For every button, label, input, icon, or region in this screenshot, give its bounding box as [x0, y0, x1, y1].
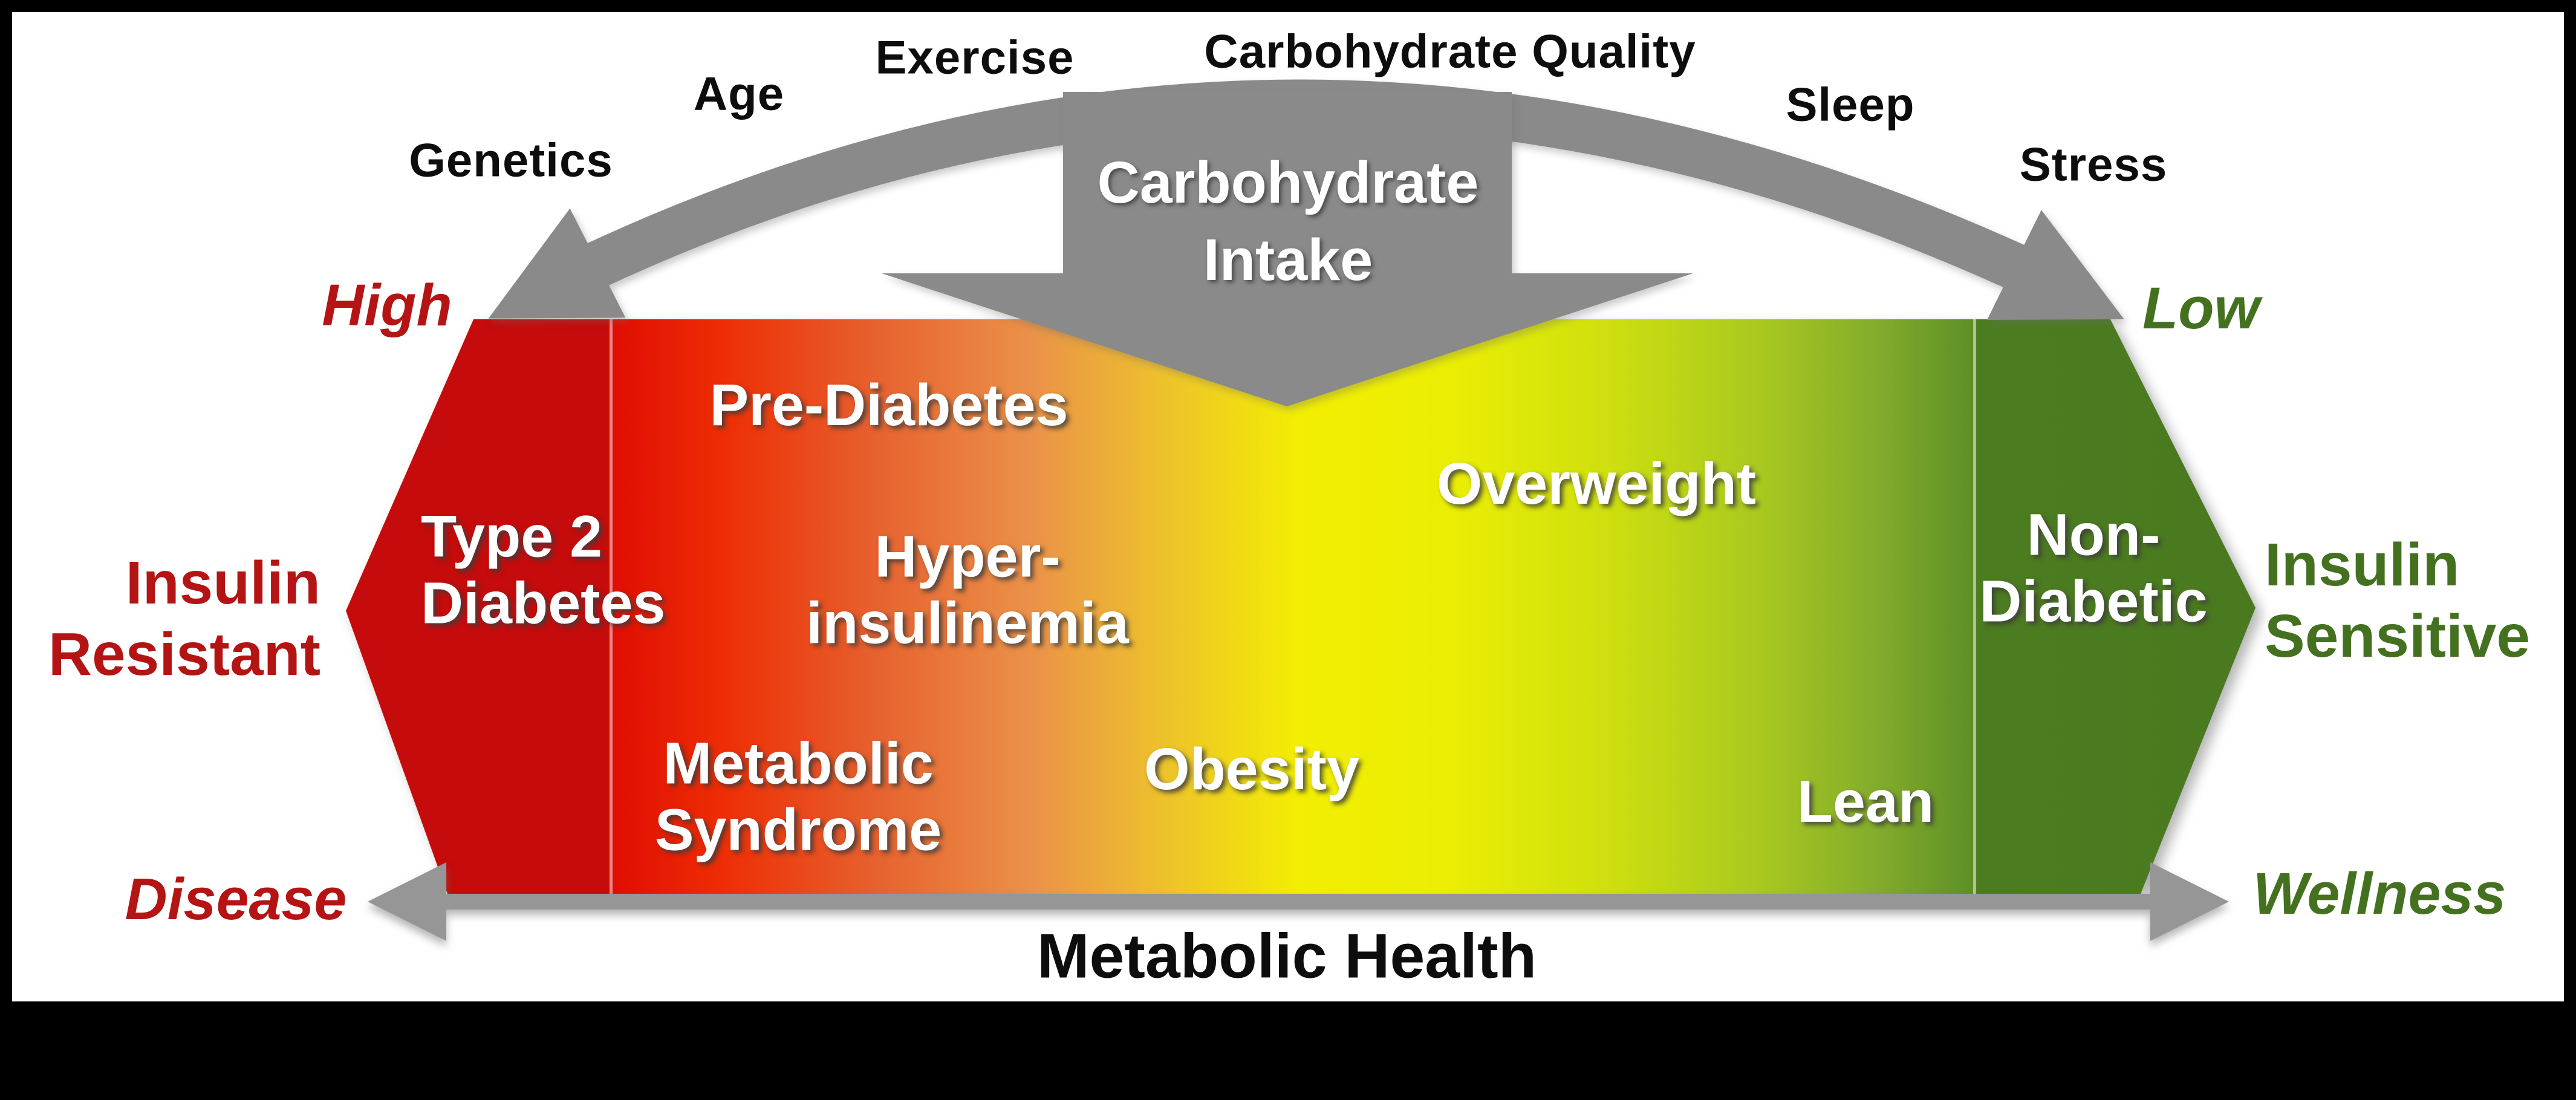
- factor-stress: Stress: [2019, 137, 2168, 191]
- intake-low-label: Low: [2142, 275, 2260, 341]
- factor-exercise: Exercise: [875, 30, 1075, 84]
- wellness-label: Wellness: [2252, 861, 2506, 926]
- intake-high-label: High: [322, 272, 452, 338]
- zone-overweight: Overweight: [1436, 451, 1757, 517]
- zone-metsyn-line1: Metabolic: [663, 730, 934, 796]
- factor-sleep: Sleep: [1786, 77, 1915, 131]
- zone-type2-line1: Type 2: [421, 503, 603, 570]
- metabolic-health-title: Metabolic Health: [1036, 921, 1537, 992]
- zone-metsyn-line2: Syndrome: [654, 796, 942, 862]
- carb-intake-line2: Intake: [1203, 227, 1373, 293]
- zone-hyper-line1: Hyper-: [874, 523, 1061, 590]
- zone-lean: Lean: [1797, 769, 1934, 835]
- zone-nondiab-line2: Diabetic: [1979, 568, 2208, 634]
- zone-nondiab-line1: Non-: [2026, 501, 2161, 568]
- factor-age: Age: [693, 67, 785, 120]
- zone-type2-line2: Diabetes: [421, 570, 666, 636]
- factor-genetics: Genetics: [409, 133, 613, 187]
- insulin-resistant-label: Insulin Resistant: [48, 547, 320, 690]
- zone-prediabetes: Pre-Diabetes: [709, 372, 1068, 438]
- zone-nondiabetic: Non- Diabetic: [1979, 501, 2207, 634]
- factor-carb-quality: Carbohydrate Quality: [1204, 24, 1696, 78]
- carb-intake-label: Carbohydrate Intake: [1098, 144, 1479, 299]
- carb-intake-arrow: [882, 92, 1693, 406]
- spectrum-divider-left: [610, 319, 613, 894]
- spectrum-divider-right: [1973, 319, 1976, 894]
- spectrum-band: [346, 319, 2256, 894]
- insulin-resistant-line1: Insulin: [125, 549, 320, 617]
- insulin-sensitive-line1: Insulin: [2265, 531, 2460, 599]
- insulin-sensitive-line2: Sensitive: [2265, 602, 2531, 670]
- zone-hyperinsulinemia: Hyper- insulinemia: [806, 523, 1129, 656]
- zone-hyper-line2: insulinemia: [806, 590, 1129, 656]
- zone-obesity: Obesity: [1144, 736, 1359, 802]
- carb-intake-line1: Carbohydrate: [1097, 149, 1479, 215]
- spectrum-band-wrapper: [342, 319, 2256, 894]
- zone-type2-diabetes: Type 2 Diabetes: [421, 503, 665, 636]
- zone-metabolic-syndrome: Metabolic Syndrome: [655, 730, 942, 862]
- insulin-resistant-line2: Resistant: [48, 620, 320, 688]
- insulin-sensitive-label: Insulin Sensitive: [2265, 529, 2530, 672]
- disease-label: Disease: [125, 866, 347, 932]
